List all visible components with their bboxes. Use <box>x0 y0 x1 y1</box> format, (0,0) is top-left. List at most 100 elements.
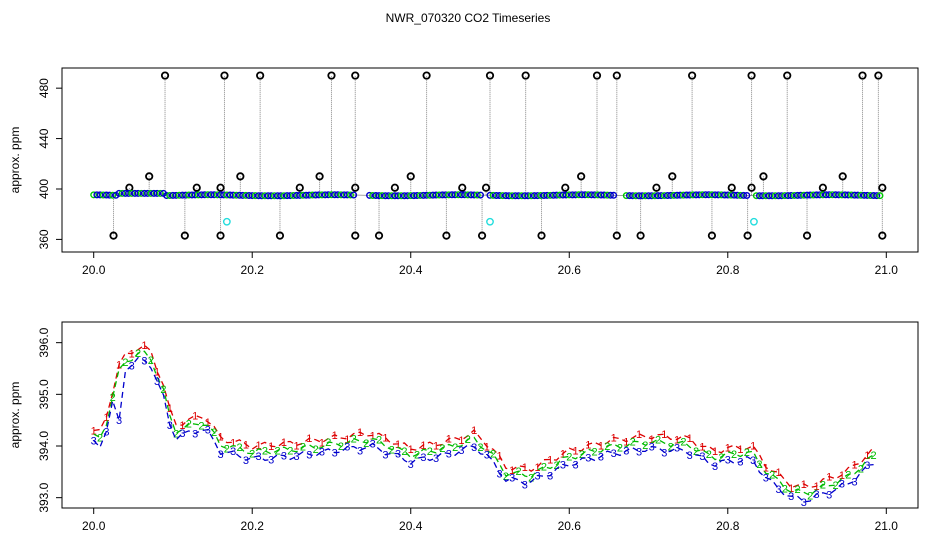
bottom-series-3-mark-76: 3 <box>573 460 579 472</box>
top-point-219 <box>819 191 827 199</box>
bottom-series-1-mark-122: 1 <box>864 450 870 462</box>
top-point-91 <box>391 192 399 200</box>
bottom-series-1-mark-106: 1 <box>763 462 769 474</box>
top-point-160 <box>625 192 633 200</box>
bottom-series-1-mark-2: 1 <box>103 412 109 424</box>
top-spike-401-8-point <box>561 183 570 192</box>
bottom-series-1-mark-18: 1 <box>205 417 211 429</box>
top-spike-high-3-point <box>327 71 336 80</box>
bottom-series-3-mark-40: 3 <box>344 442 350 454</box>
top-point-13 <box>131 189 139 197</box>
top-point-93 <box>397 192 405 200</box>
top-point-33 <box>194 191 202 199</box>
bottom-series-2-mark-3: 2 <box>110 392 116 404</box>
bottom-series-1-mark-86: 1 <box>636 429 642 441</box>
top-x-tick-label-1: 20.2 <box>241 263 265 277</box>
top-spike-401-7-point <box>481 183 491 192</box>
top-point-54 <box>261 192 269 200</box>
top-panel: approx. ppm 20.0 20.2 20.4 20.6 20.8 21.0 360 4… <box>8 67 919 277</box>
top-point-52 <box>255 192 263 200</box>
top-point-117 <box>473 191 481 199</box>
top-spike-410-5-point <box>668 172 677 181</box>
top-point-141 <box>556 191 564 199</box>
bottom-series-2-mark-89: 2 <box>655 434 661 446</box>
top-point-43 <box>226 191 234 199</box>
top-point-114 <box>464 191 472 199</box>
bottom-series-3-mark-92: 3 <box>674 442 680 454</box>
bottom-series-3-mark-84: 3 <box>623 446 629 458</box>
top-point-131 <box>524 192 532 200</box>
bottom-series-1-mark-62: 1 <box>484 441 490 453</box>
top-point-119 <box>486 191 494 199</box>
bottom-series-1-mark-20: 1 <box>217 432 223 444</box>
top-spike-high-1-point <box>220 71 229 80</box>
top-point-84 <box>369 191 377 199</box>
bottom-series-1-mark-114: 1 <box>813 481 819 493</box>
top-point-100 <box>419 191 427 199</box>
bottom-series-2-mark-27: 2 <box>262 446 268 458</box>
bottom-series-2-mark-35: 2 <box>313 444 319 456</box>
bottom-series-2-mark-75: 2 <box>566 451 572 463</box>
top-point-44 <box>229 191 237 199</box>
top-point-28 <box>178 191 186 199</box>
bottom-series-1-mark-44: 1 <box>370 430 376 442</box>
bottom-series-1-mark-76: 1 <box>573 446 579 458</box>
top-point-89 <box>385 192 393 200</box>
bottom-y-tick-label-0: 393.0 <box>37 482 51 512</box>
top-point-94 <box>400 192 408 200</box>
top-point-183 <box>698 191 706 199</box>
top-point-6 <box>109 191 117 199</box>
top-spike-401-2-point <box>216 183 225 192</box>
bottom-series-2-mark-19: 2 <box>211 427 217 439</box>
top-point-225 <box>838 191 846 199</box>
bottom-series-2-mark-111: 2 <box>794 484 800 496</box>
bottom-series-1-mark-16: 1 <box>192 410 198 422</box>
bottom-series-3-mark-48: 3 <box>395 449 401 461</box>
bottom-series-1-mark-14: 1 <box>179 420 185 432</box>
top-point-161 <box>629 192 637 200</box>
top-point-237 <box>876 192 884 200</box>
top-spike-401-13-point <box>878 183 887 192</box>
bottom-y-axis-label: approx. ppm <box>8 382 22 449</box>
top-point-79 <box>340 191 348 199</box>
top-point-118 <box>476 191 484 199</box>
bottom-series-3-mark-116: 3 <box>826 490 832 502</box>
top-point-59 <box>277 192 285 200</box>
bottom-series-3-mark-72: 3 <box>547 471 553 483</box>
top-point-192 <box>727 191 735 199</box>
bottom-series-2-mark-83: 2 <box>617 443 623 455</box>
bottom-series-1-mark-108: 1 <box>775 467 781 479</box>
top-spike-high-11-point <box>747 71 756 80</box>
top-point-126 <box>508 192 516 200</box>
top-point-182 <box>695 191 703 199</box>
bottom-series-1-mark-56: 1 <box>446 434 452 446</box>
bottom-series-2-mark-23: 2 <box>236 442 242 454</box>
top-point-86 <box>375 192 383 200</box>
bottom-series-2-line <box>93 350 874 497</box>
top-point-124 <box>502 192 510 200</box>
bottom-series-3-mark-108: 3 <box>775 484 781 496</box>
top-point-123 <box>499 192 507 200</box>
top-point-156 <box>603 191 611 199</box>
top-point-72 <box>318 191 326 199</box>
bottom-series-3-mark-22: 3 <box>230 446 236 458</box>
bottom-series-2-mark-121: 2 <box>858 463 864 475</box>
bottom-series-2-mark-59: 2 <box>465 434 471 446</box>
bottom-series-3-mark-56: 3 <box>446 448 452 460</box>
bottom-series-2-mark-91: 2 <box>668 441 674 453</box>
top-point-101 <box>423 191 431 199</box>
top-point-96 <box>407 192 415 200</box>
top-point-27 <box>175 191 183 199</box>
top-point-0 <box>90 191 98 199</box>
bottom-series-1-mark-96: 1 <box>699 442 705 454</box>
top-point-207 <box>781 192 789 200</box>
bottom-series-1-mark-66: 1 <box>509 465 515 477</box>
top-point-228 <box>847 191 855 199</box>
bottom-series-2-mark-77: 2 <box>579 449 585 461</box>
bottom-series-1-mark-116: 1 <box>826 472 832 484</box>
bottom-series-1-mark-48: 1 <box>395 439 401 451</box>
bottom-series-2-mark-51: 2 <box>414 449 420 461</box>
top-point-209 <box>787 192 795 200</box>
top-point-12 <box>128 189 136 197</box>
